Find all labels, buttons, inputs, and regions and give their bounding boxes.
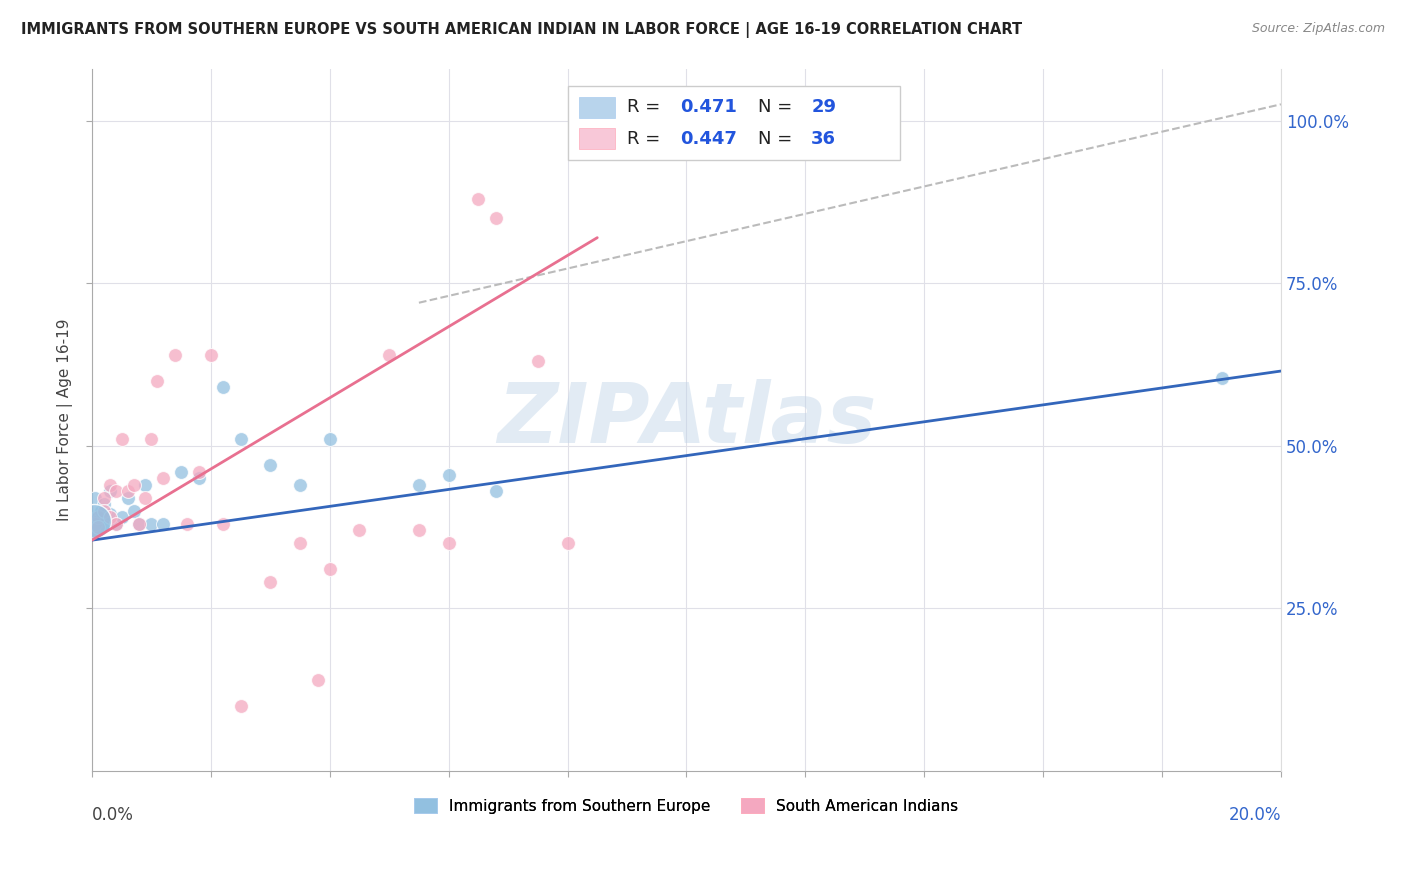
Text: R =: R =: [627, 129, 666, 148]
Point: [229, 433, 252, 447]
Point: [187, 465, 209, 479]
Point: [170, 465, 193, 479]
Text: N =: N =: [758, 98, 797, 116]
Text: R =: R =: [627, 98, 666, 116]
Point: [437, 536, 460, 550]
Point: [111, 510, 134, 524]
Point: [104, 516, 127, 531]
Point: [134, 491, 156, 505]
Point: [141, 433, 163, 447]
Legend: Immigrants from Southern Europe, South American Indians: Immigrants from Southern Europe, South A…: [408, 791, 965, 820]
Point: [229, 699, 252, 714]
Point: [98, 507, 121, 521]
Point: [87, 520, 110, 534]
Bar: [579, 96, 614, 118]
Point: [467, 192, 489, 206]
Point: [134, 478, 156, 492]
Point: [485, 211, 508, 226]
Point: [211, 380, 233, 394]
Point: [86, 510, 108, 524]
Point: [1211, 370, 1233, 384]
Point: [319, 562, 342, 576]
Bar: [579, 128, 614, 149]
Point: [104, 516, 127, 531]
Text: 20.0%: 20.0%: [1229, 806, 1281, 824]
Point: [87, 520, 110, 534]
Point: [200, 348, 222, 362]
Text: N =: N =: [758, 129, 797, 148]
Point: [211, 516, 233, 531]
Point: [111, 433, 134, 447]
Point: [152, 516, 174, 531]
Point: [87, 510, 110, 524]
Point: [82, 524, 104, 538]
Point: [117, 484, 139, 499]
Y-axis label: In Labor Force | Age 16-19: In Labor Force | Age 16-19: [58, 318, 73, 521]
Text: ZIPAtlas: ZIPAtlas: [496, 379, 876, 460]
Point: [259, 575, 281, 590]
Text: 0.471: 0.471: [681, 98, 737, 116]
Point: [187, 471, 209, 485]
Point: [104, 484, 127, 499]
Point: [259, 458, 281, 473]
Point: [98, 484, 121, 499]
Point: [93, 516, 115, 531]
Text: 36: 36: [811, 129, 837, 148]
Point: [98, 510, 121, 524]
Point: [408, 524, 430, 538]
Point: [527, 354, 550, 368]
Point: [93, 497, 115, 511]
Point: [141, 516, 163, 531]
Point: [378, 348, 401, 362]
Point: [288, 536, 311, 550]
Point: [165, 348, 187, 362]
Point: [557, 536, 579, 550]
FancyBboxPatch shape: [568, 87, 900, 160]
Point: [307, 673, 329, 687]
Point: [122, 478, 145, 492]
Point: [90, 504, 112, 518]
Point: [176, 516, 198, 531]
Text: 0.447: 0.447: [681, 129, 737, 148]
Point: [128, 516, 150, 531]
Text: Source: ZipAtlas.com: Source: ZipAtlas.com: [1251, 22, 1385, 36]
Point: [152, 471, 174, 485]
Point: [288, 478, 311, 492]
Point: [117, 491, 139, 505]
Point: [349, 524, 371, 538]
Point: [319, 433, 342, 447]
Point: [146, 374, 169, 388]
Point: [93, 491, 115, 505]
Point: [93, 504, 115, 518]
Text: 0.0%: 0.0%: [91, 806, 134, 824]
Text: IMMIGRANTS FROM SOUTHERN EUROPE VS SOUTH AMERICAN INDIAN IN LABOR FORCE | AGE 16: IMMIGRANTS FROM SOUTHERN EUROPE VS SOUTH…: [21, 22, 1022, 38]
Point: [82, 524, 104, 538]
Point: [437, 468, 460, 483]
Point: [83, 491, 105, 505]
Point: [122, 504, 145, 518]
Point: [87, 514, 110, 528]
Point: [485, 484, 508, 499]
Text: 29: 29: [811, 98, 837, 116]
Point: [128, 516, 150, 531]
Point: [83, 516, 105, 531]
Point: [83, 514, 105, 528]
Point: [408, 478, 430, 492]
Point: [98, 478, 121, 492]
